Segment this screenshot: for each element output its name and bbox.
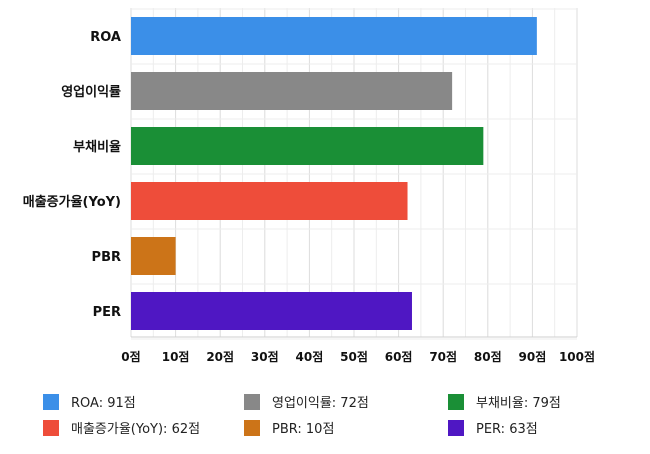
category-label-1: ROA <box>90 30 121 45</box>
x-tick-label-90: 90점 <box>519 349 547 364</box>
x-tick-label-10: 10점 <box>162 349 190 364</box>
legend-label-1: ROA: 91점 <box>71 396 136 411</box>
legend-swatch-1 <box>43 394 59 410</box>
legend-label-6: PER: 63점 <box>476 422 538 437</box>
x-tick-label-50: 50점 <box>340 349 368 364</box>
category-label-6: PER <box>93 305 121 320</box>
legend-swatch-5 <box>244 420 260 436</box>
x-tick-label-100: 100점 <box>559 349 595 364</box>
x-tick-label-60: 60점 <box>385 349 413 364</box>
category-label-3: 부채비율 <box>73 139 121 155</box>
bar-5 <box>131 237 176 275</box>
x-tick-label-0: 0점 <box>121 349 140 364</box>
legend-label-3: 부채비율: 79점 <box>476 396 561 411</box>
x-tick-label-40: 40점 <box>296 349 324 364</box>
bar-6 <box>131 292 412 330</box>
category-label-2: 영업이익률 <box>61 84 121 100</box>
legend-swatch-6 <box>448 420 464 436</box>
legend-label-2: 영업이익률: 72점 <box>272 396 369 411</box>
bar-4 <box>131 182 408 220</box>
category-label-4: 매출증가율(YoY) <box>23 194 121 210</box>
x-tick-label-70: 70점 <box>429 349 457 364</box>
legend-swatch-4 <box>43 420 59 436</box>
legend-swatch-3 <box>448 394 464 410</box>
x-tick-label-20: 20점 <box>206 349 234 364</box>
bar-2 <box>131 72 453 110</box>
bar-3 <box>131 127 484 165</box>
legend-label-4: 매출증가율(YoY): 62점 <box>71 422 200 437</box>
x-tick-label-30: 30점 <box>251 349 279 364</box>
legend-swatch-2 <box>244 394 260 410</box>
x-tick-label-80: 80점 <box>474 349 502 364</box>
legend-label-5: PBR: 10점 <box>272 422 334 437</box>
category-label-5: PBR <box>92 250 121 265</box>
bar-1 <box>131 17 537 55</box>
